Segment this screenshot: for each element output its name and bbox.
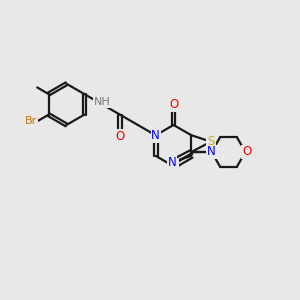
Text: Br: Br bbox=[25, 116, 37, 126]
Text: O: O bbox=[116, 130, 124, 143]
Text: N: N bbox=[167, 156, 176, 169]
Text: N: N bbox=[169, 160, 178, 173]
Text: O: O bbox=[169, 98, 178, 111]
Text: S: S bbox=[207, 135, 215, 148]
Text: N: N bbox=[207, 146, 216, 158]
Text: N: N bbox=[151, 129, 160, 142]
Text: NH: NH bbox=[94, 97, 110, 107]
Text: O: O bbox=[242, 146, 251, 158]
